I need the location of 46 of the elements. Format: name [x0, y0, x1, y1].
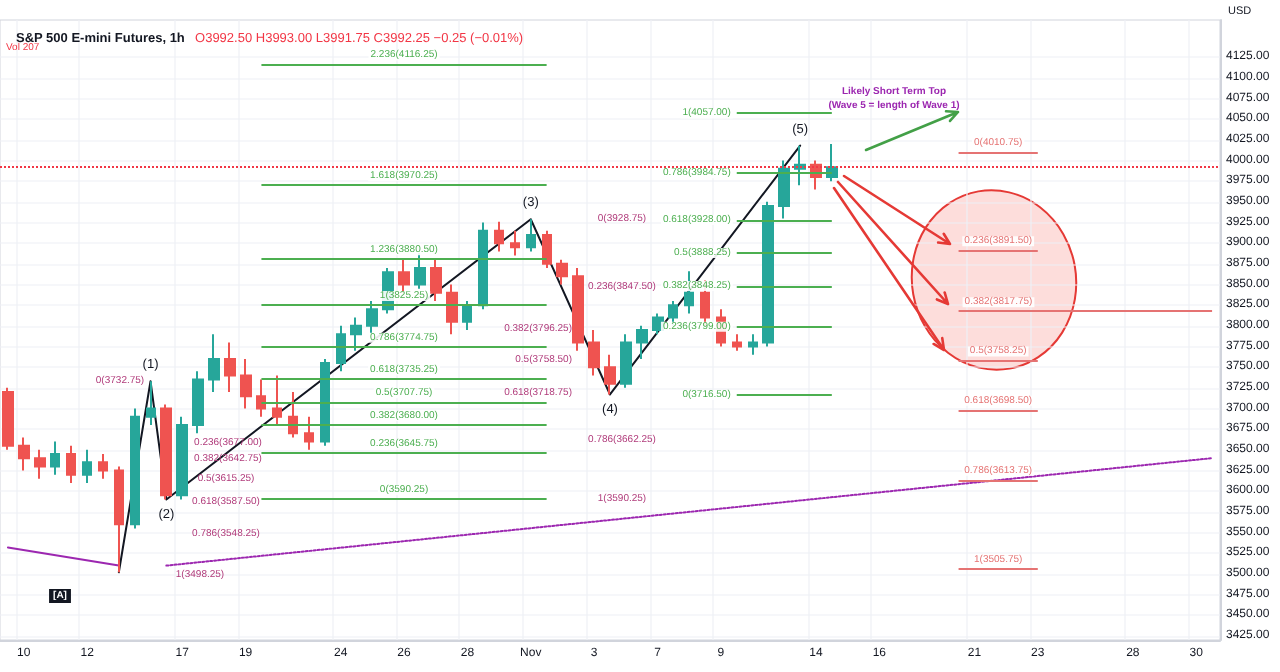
- candlestick: [146, 380, 156, 427]
- candlestick: [192, 370, 204, 435]
- candlestick: [526, 218, 536, 253]
- candlestick: [478, 221, 488, 311]
- candlestick: [130, 407, 140, 530]
- candlestick: [510, 229, 520, 257]
- candlestick: [350, 316, 362, 352]
- candlestick: [778, 159, 790, 220]
- candlestick: [430, 258, 442, 303]
- candlestick: [556, 258, 568, 286]
- candlestick: [366, 300, 378, 336]
- candlestick: [114, 465, 124, 574]
- candlestick: [320, 357, 330, 447]
- candlestick: [826, 143, 838, 183]
- candlestick: [34, 448, 46, 480]
- candlestick: [794, 144, 806, 187]
- candlestick: [542, 229, 552, 269]
- candlestick: [82, 448, 92, 484]
- candlestick: [98, 453, 108, 480]
- candlestick: [572, 267, 584, 352]
- candlestick: [732, 333, 742, 352]
- candlestick: [288, 391, 298, 439]
- candlestick: [748, 333, 758, 356]
- candlestick: [462, 300, 472, 331]
- candlestick: [18, 436, 30, 472]
- candlestick: [588, 329, 600, 377]
- candlestick: [160, 403, 172, 501]
- candlestick: [636, 324, 648, 360]
- candlestick: [66, 444, 76, 484]
- candlestick: [176, 415, 188, 501]
- candlestick: [414, 252, 426, 290]
- candlestick: [336, 324, 346, 373]
- candlestick: [398, 258, 410, 294]
- candlestick: [620, 333, 632, 389]
- candlestick: [272, 374, 282, 427]
- candlestick: [604, 353, 616, 396]
- candlestick: [50, 440, 60, 476]
- candlestick: [256, 378, 266, 418]
- candlestick: [240, 357, 252, 410]
- candlestick: [494, 220, 504, 253]
- candlestick: [304, 415, 314, 451]
- candlestick: [208, 333, 220, 393]
- candlestick: [2, 386, 14, 451]
- candlestick: [762, 200, 774, 348]
- candlestick: [446, 283, 458, 336]
- candlestick: [224, 341, 236, 393]
